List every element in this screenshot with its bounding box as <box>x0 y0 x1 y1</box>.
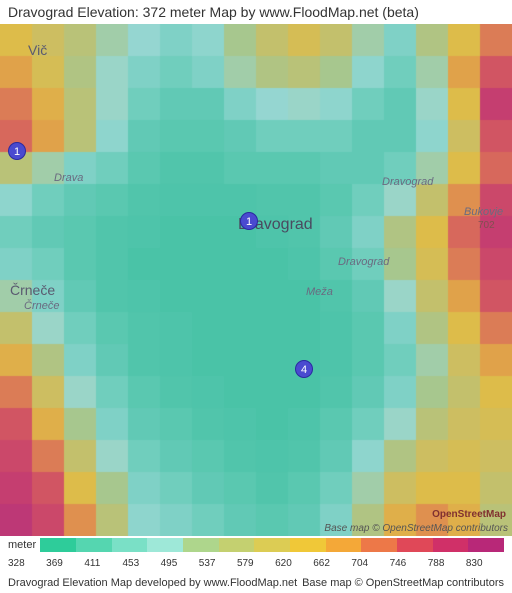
legend-tick: 411 <box>84 558 122 569</box>
map-viewport[interactable]: VičDravogradDravogradDravogradČrnečeČrne… <box>0 24 512 536</box>
legend-swatch <box>290 538 326 552</box>
route-marker: 4 <box>295 360 313 378</box>
legend-swatch <box>361 538 397 552</box>
page-title: Dravograd Elevation: 372 meter Map by ww… <box>0 0 512 24</box>
legend-tick: 369 <box>46 558 84 569</box>
legend-swatch <box>112 538 148 552</box>
legend-swatches <box>40 538 504 552</box>
legend-unit: meter <box>8 539 36 551</box>
legend-swatch <box>147 538 183 552</box>
legend-tick: 704 <box>351 558 389 569</box>
legend-swatch <box>433 538 469 552</box>
elevation-legend: meter <box>0 536 512 558</box>
osm-logo: OpenStreetMap <box>432 509 506 520</box>
route-marker: 1 <box>240 212 258 230</box>
legend-swatch <box>397 538 433 552</box>
legend-tick: 579 <box>237 558 275 569</box>
legend-tick: 620 <box>275 558 313 569</box>
map-attribution: Base map © OpenStreetMap contributors <box>324 523 508 534</box>
legend-tick: 662 <box>313 558 351 569</box>
legend-swatch <box>219 538 255 552</box>
footer-right: Base map © OpenStreetMap contributors <box>302 577 504 589</box>
elevation-heatmap <box>0 24 512 536</box>
legend-swatch <box>76 538 112 552</box>
legend-tick: 746 <box>390 558 428 569</box>
legend-swatch <box>468 538 504 552</box>
legend-tick: 453 <box>122 558 160 569</box>
legend-tick: 328 <box>8 558 46 569</box>
legend-swatch <box>40 538 76 552</box>
legend-swatch <box>254 538 290 552</box>
legend-tick: 830 <box>466 558 504 569</box>
footer-left: Dravograd Elevation Map developed by www… <box>8 577 297 589</box>
app-container: Dravograd Elevation: 372 meter Map by ww… <box>0 0 512 593</box>
footer: Dravograd Elevation Map developed by www… <box>0 573 512 593</box>
legend-ticks: 328369411453495537579620662704746788830 <box>0 558 512 573</box>
legend-tick: 495 <box>161 558 199 569</box>
legend-swatch <box>183 538 219 552</box>
legend-tick: 788 <box>428 558 466 569</box>
legend-swatch <box>326 538 362 552</box>
route-marker: 1 <box>8 142 26 160</box>
legend-tick: 537 <box>199 558 237 569</box>
